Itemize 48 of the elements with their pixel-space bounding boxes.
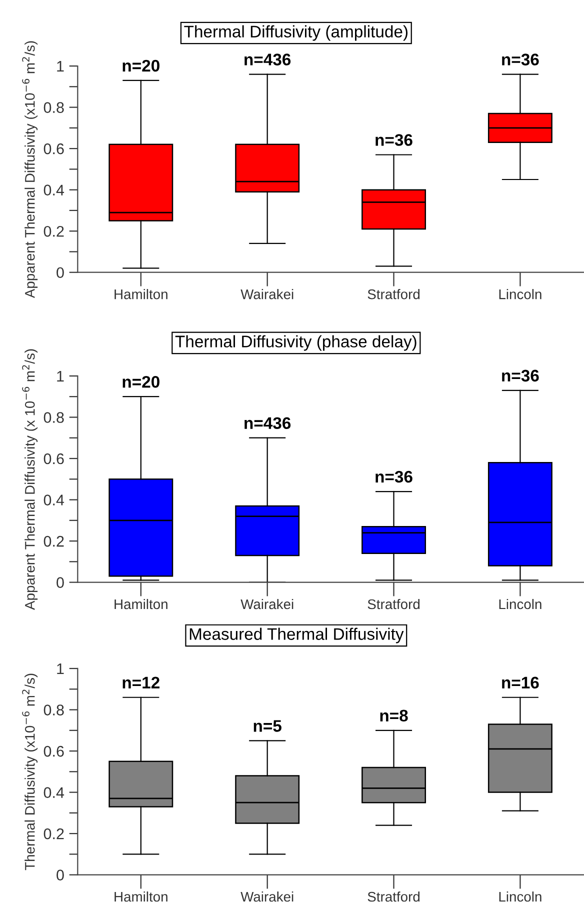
- x-tick-label: Wairakei: [240, 598, 294, 610]
- chart-title: Thermal Diffusivity (phase delay): [175, 335, 416, 351]
- x-tick-label: Stratford: [368, 289, 420, 300]
- y-tick-label: 1: [57, 370, 64, 382]
- annotation: n=436: [244, 54, 291, 66]
- annotation: n=5: [254, 720, 282, 732]
- y-tick-label: 0.4: [44, 494, 64, 506]
- y-tick-label: 0.4: [44, 787, 64, 798]
- y-axis-title: Thermal Diffusivity (x10$^{−6}$ m$^{2}$/s): [22, 674, 38, 870]
- x-tick-label: Lincoln: [499, 891, 542, 902]
- annotation: n=36: [376, 134, 412, 146]
- y-tick-label: 0.6: [44, 143, 64, 154]
- y-tick-label: 1: [57, 664, 64, 674]
- x-tick-label: Hamilton: [114, 891, 168, 902]
- y-tick-label: 0.4: [44, 184, 64, 196]
- annotation: n=12: [122, 676, 160, 688]
- x-tick-label: Hamilton: [114, 598, 168, 610]
- y-tick-label: 0: [56, 267, 64, 278]
- y-tick-label: 0.6: [44, 746, 64, 757]
- y-tick-label: 0.8: [44, 102, 64, 113]
- y-tick-label: 0.6: [44, 453, 64, 464]
- y-tick-label: 0.8: [44, 704, 64, 716]
- x-tick-label: Lincoln: [499, 598, 542, 610]
- x-tick-label: Wairakei: [240, 891, 294, 902]
- x-tick-label: Hamilton: [114, 289, 168, 300]
- y-tick-label: 1: [57, 61, 64, 72]
- x-tick-label: Lincoln: [499, 289, 542, 300]
- chart-title: Thermal Diffusivity (amplitude): [184, 25, 408, 41]
- y-tick-label: 0.2: [44, 828, 64, 840]
- y-axis-title: Apparent Thermal Diffusivity (x10$^{−6}$ m$^{2}$/s): [22, 41, 38, 298]
- annotation: n=8: [380, 710, 408, 722]
- y-tick-label: 0.8: [44, 412, 64, 423]
- annotation: n=16: [502, 676, 539, 689]
- chart-title: Measured Thermal Diffusivity: [190, 628, 404, 644]
- x-tick-label: Stratford: [368, 598, 420, 610]
- annotation: n=20: [122, 60, 160, 72]
- y-tick-label: 0.2: [44, 226, 64, 237]
- annotation: n=36: [502, 54, 539, 66]
- x-tick-label: Stratford: [368, 891, 420, 902]
- y-tick-label: 0: [56, 577, 64, 588]
- y-axis-title: Apparent Thermal Diffusivity (x 10$^{−6}$ m$^{2}$/s): [22, 349, 38, 610]
- x-tick-label: Wairakei: [240, 289, 294, 300]
- annotation: n=20: [122, 376, 160, 388]
- annotation: n=36: [376, 470, 412, 483]
- y-tick-label: 0: [56, 870, 64, 881]
- annotation: n=436: [244, 417, 291, 430]
- y-tick-label: 0.2: [44, 536, 64, 547]
- annotation: n=36: [502, 370, 539, 382]
